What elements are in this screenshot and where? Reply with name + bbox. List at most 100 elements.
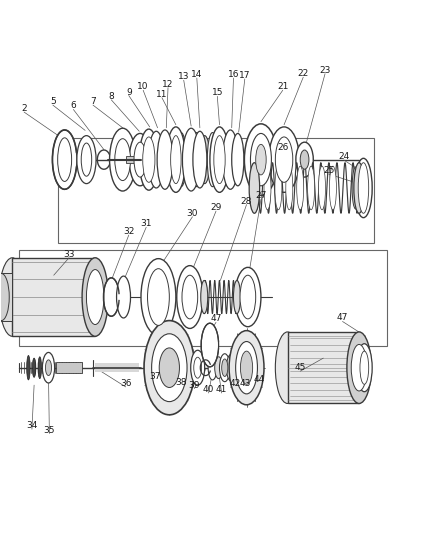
Text: 12: 12	[162, 79, 173, 88]
Ellipse shape	[27, 356, 30, 380]
Text: 6: 6	[71, 101, 76, 110]
Ellipse shape	[134, 142, 146, 177]
Ellipse shape	[170, 135, 181, 183]
Text: 30: 30	[186, 209, 198, 218]
Ellipse shape	[221, 359, 227, 376]
Text: 40: 40	[202, 385, 214, 394]
Ellipse shape	[144, 320, 194, 415]
Text: 32: 32	[123, 227, 134, 236]
Text: 14: 14	[191, 70, 202, 79]
Bar	[12, 258, 95, 336]
Ellipse shape	[52, 130, 77, 189]
Text: 11: 11	[156, 90, 167, 99]
Ellipse shape	[182, 275, 197, 319]
Ellipse shape	[240, 275, 255, 319]
Ellipse shape	[328, 166, 336, 210]
Text: 7: 7	[90, 97, 95, 106]
Ellipse shape	[223, 133, 233, 187]
Bar	[287, 332, 358, 403]
Text: 47: 47	[336, 313, 347, 322]
Ellipse shape	[129, 133, 151, 186]
Ellipse shape	[152, 135, 162, 183]
Text: 22: 22	[297, 69, 308, 78]
Ellipse shape	[81, 143, 92, 176]
Ellipse shape	[110, 128, 135, 191]
Text: 16: 16	[227, 70, 239, 79]
Ellipse shape	[184, 135, 194, 183]
Ellipse shape	[226, 354, 235, 381]
Ellipse shape	[275, 137, 292, 182]
Text: 35: 35	[43, 425, 55, 434]
Ellipse shape	[209, 127, 229, 192]
Text: 24: 24	[337, 152, 349, 161]
Text: 13: 13	[177, 72, 189, 81]
Ellipse shape	[42, 352, 54, 383]
Ellipse shape	[222, 130, 238, 189]
Text: 23: 23	[319, 66, 330, 75]
Ellipse shape	[255, 144, 265, 175]
Ellipse shape	[147, 269, 169, 325]
Ellipse shape	[176, 133, 186, 187]
Text: 43: 43	[239, 379, 250, 388]
Ellipse shape	[215, 135, 225, 183]
Ellipse shape	[46, 360, 51, 376]
Text: 17: 17	[239, 71, 250, 80]
Ellipse shape	[199, 135, 209, 183]
Bar	[125, 156, 136, 163]
Ellipse shape	[38, 357, 42, 378]
Text: 5: 5	[50, 97, 56, 106]
Ellipse shape	[32, 358, 36, 377]
Text: 10: 10	[137, 82, 148, 91]
Ellipse shape	[213, 135, 225, 183]
Ellipse shape	[229, 330, 263, 405]
Ellipse shape	[192, 131, 206, 188]
Ellipse shape	[234, 268, 260, 327]
Ellipse shape	[295, 142, 313, 177]
Ellipse shape	[230, 135, 241, 183]
Ellipse shape	[208, 356, 216, 380]
Ellipse shape	[139, 129, 158, 190]
Ellipse shape	[357, 163, 368, 213]
Ellipse shape	[354, 158, 371, 217]
Text: 2: 2	[21, 104, 27, 113]
Ellipse shape	[244, 124, 277, 196]
Ellipse shape	[300, 150, 308, 169]
Ellipse shape	[214, 357, 222, 378]
Text: 26: 26	[276, 143, 288, 152]
Text: 15: 15	[211, 88, 223, 98]
Ellipse shape	[356, 344, 371, 392]
Text: 45: 45	[294, 363, 305, 372]
Ellipse shape	[231, 133, 244, 186]
Text: 28: 28	[240, 197, 252, 206]
Text: 34: 34	[26, 421, 38, 430]
Bar	[95, 364, 138, 372]
Text: 29: 29	[210, 203, 221, 212]
Ellipse shape	[263, 166, 270, 210]
Ellipse shape	[177, 265, 202, 328]
Ellipse shape	[207, 133, 217, 187]
Ellipse shape	[182, 128, 199, 191]
Ellipse shape	[240, 351, 252, 384]
Ellipse shape	[148, 131, 164, 188]
Ellipse shape	[233, 280, 240, 313]
Bar	[1, 273, 12, 320]
Ellipse shape	[350, 344, 366, 391]
Ellipse shape	[268, 127, 299, 192]
Text: 38: 38	[175, 377, 187, 386]
Ellipse shape	[358, 167, 365, 209]
Ellipse shape	[191, 133, 201, 187]
Ellipse shape	[249, 163, 259, 213]
Ellipse shape	[296, 166, 303, 210]
Ellipse shape	[82, 258, 108, 336]
Ellipse shape	[141, 259, 176, 335]
Ellipse shape	[116, 276, 130, 318]
Ellipse shape	[274, 166, 281, 210]
Text: 36: 36	[120, 379, 131, 388]
Ellipse shape	[285, 166, 292, 210]
Ellipse shape	[160, 133, 170, 187]
Text: 25: 25	[322, 166, 333, 175]
Ellipse shape	[359, 351, 368, 384]
Ellipse shape	[168, 135, 178, 183]
Ellipse shape	[307, 166, 314, 210]
Text: 27: 27	[254, 191, 266, 200]
